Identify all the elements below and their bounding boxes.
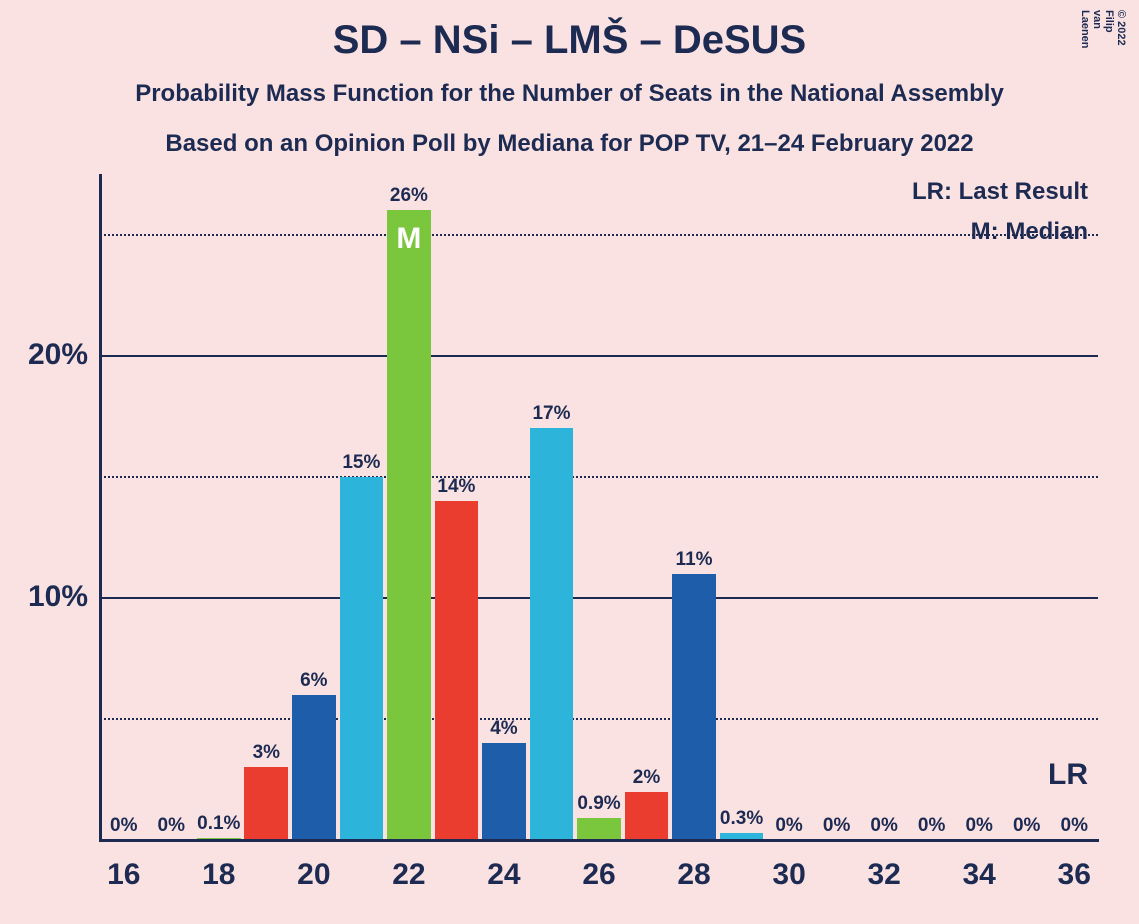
x-tick-label: 16 [94,858,154,892]
bar-label-seat-19: 3% [236,742,296,764]
legend-lr: LR: Last Result [0,178,1088,206]
y-tick-label: 20% [0,338,88,372]
bar-label-seat-27: 2% [617,767,677,789]
bar-label-seat-21: 15% [331,452,391,474]
y-axis [99,174,102,840]
bar-seat-19 [244,767,288,840]
chart-root: © 2022 Filip van LaenenSD – NSi – LMŠ – … [0,0,1139,924]
grid-major [100,355,1098,357]
x-tick-label: 20 [284,858,344,892]
x-tick-label: 22 [379,858,439,892]
bar-seat-22 [387,210,431,840]
x-tick-label: 24 [474,858,534,892]
chart-subtitle-1: Probability Mass Function for the Number… [0,80,1139,108]
chart-subtitle-2: Based on an Opinion Poll by Mediana for … [0,130,1139,158]
chart-title: SD – NSi – LMŠ – DeSUS [0,18,1139,63]
bar-seat-21 [340,477,384,840]
x-axis [99,839,1099,842]
x-tick-label: 18 [189,858,249,892]
bar-seat-28 [672,574,716,840]
bar-label-seat-22: 26% [379,185,439,207]
x-tick-label: 30 [759,858,819,892]
bar-label-seat-25: 17% [521,403,581,425]
grid-minor [100,476,1098,478]
bar-label-seat-28: 11% [664,549,724,571]
median-mark: M [387,222,431,256]
grid-minor [100,234,1098,236]
y-tick-label: 10% [0,580,88,614]
grid-minor [100,718,1098,720]
legend-median: M: Median [0,218,1088,246]
bar-label-seat-36: 0% [1044,815,1104,837]
x-tick-label: 28 [664,858,724,892]
bar-seat-20 [292,695,336,840]
bar-seat-27 [625,792,669,840]
bar-label-seat-24: 4% [474,718,534,740]
x-tick-label: 26 [569,858,629,892]
grid-major [100,597,1098,599]
bar-seat-26 [577,818,621,840]
bar-seat-25 [530,428,574,840]
bar-seat-23 [435,501,479,840]
bar-seat-24 [482,743,526,840]
x-tick-label: 34 [949,858,1009,892]
bar-label-seat-26: 0.9% [569,793,629,815]
bar-label-seat-18: 0.1% [189,813,249,835]
x-tick-label: 32 [854,858,914,892]
bar-label-seat-23: 14% [426,476,486,498]
x-tick-label: 36 [1044,858,1104,892]
bar-label-seat-20: 6% [284,670,344,692]
